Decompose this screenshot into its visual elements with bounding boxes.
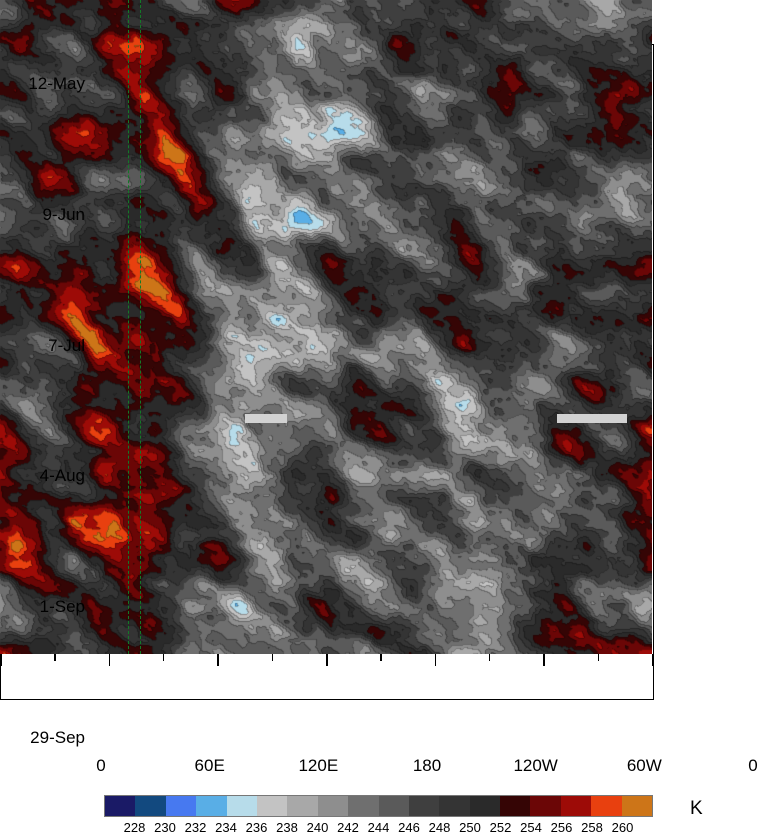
reference-longitude-line (127, 0, 129, 654)
x-axis-label-120W: 120W (513, 756, 558, 775)
colorbar-segment-1 (135, 796, 166, 816)
colorbar-unit-label: K (690, 798, 703, 819)
contour-field (0, 0, 652, 654)
y-axis-label-7-jul: 7-Jul (48, 335, 85, 355)
colorbar[interactable] (104, 795, 653, 817)
colorbar-segment-16 (591, 796, 622, 816)
colorbar-segment-15 (560, 796, 592, 816)
colorbar-tick-248: 248 (428, 820, 451, 835)
colorbar-tick-246: 246 (398, 820, 420, 835)
colorbar-segment-3 (196, 796, 227, 816)
colorbar-segment-12 (469, 796, 501, 816)
x-axis-label-180: 180 (412, 756, 442, 775)
colorbar-tick-260: 260 (611, 820, 634, 835)
colorbar-segment-5 (256, 796, 288, 816)
x-axis-label-0: 0 (748, 756, 758, 775)
x-axis-label-120E: 120E (298, 756, 339, 775)
colorbar-tick-228: 228 (123, 820, 146, 835)
hovmoller-plot (0, 0, 654, 700)
colorbar-tick-234: 234 (215, 820, 237, 835)
colorbar-segment-9 (378, 796, 409, 816)
colorbar-tick-254: 254 (520, 820, 542, 835)
x-tick-major (0, 654, 2, 666)
colorbar-segment-0 (105, 796, 136, 816)
x-axis-label-60E: 60E (194, 756, 225, 775)
colorbar-segment-14 (530, 796, 561, 816)
colorbar-tick-258: 258 (581, 820, 603, 835)
x-tick-minor (163, 654, 165, 661)
colorbar-tick-236: 236 (245, 820, 268, 835)
x-tick-minor (54, 654, 56, 661)
y-axis-label-12-may: 12-May (28, 74, 85, 93)
missing-data-bar (245, 413, 288, 423)
colorbar-segment-10 (408, 796, 440, 816)
colorbar-tick-256: 256 (550, 820, 573, 835)
x-axis-label-0: 0 (96, 756, 106, 775)
x-tick-minor (271, 654, 274, 661)
x-tick-major (108, 654, 111, 666)
x-tick-major (652, 654, 654, 666)
y-axis-label-29-sep: 29-Sep (30, 728, 85, 747)
colorbar-segment-13 (500, 796, 531, 816)
x-tick-major (434, 654, 437, 666)
colorbar-segment-6 (287, 796, 318, 816)
reference-longitude-line (139, 0, 141, 654)
x-tick-minor (597, 654, 600, 661)
x-axis-label-60W: 60W (626, 756, 662, 775)
x-tick-minor (380, 654, 382, 661)
colorbar-tick-250: 250 (459, 820, 481, 835)
missing-data-bar (556, 413, 627, 423)
y-axis-label-9-jun: 9-Jun (42, 204, 85, 224)
x-tick-major (217, 654, 219, 666)
colorbar-segment-4 (226, 796, 257, 816)
colorbar-segment-2 (165, 796, 197, 816)
y-axis-label-4-aug: 4-Aug (39, 466, 85, 486)
colorbar-tick-244: 244 (367, 820, 390, 835)
x-tick-major (326, 654, 328, 666)
colorbar-segment-8 (348, 796, 379, 816)
x-tick-minor (489, 654, 491, 661)
colorbar-segment-11 (439, 796, 470, 816)
colorbar-tick-232: 232 (184, 820, 207, 835)
colorbar-tick-230: 230 (154, 820, 176, 835)
x-tick-major (543, 654, 545, 666)
colorbar-segment-17 (621, 796, 653, 816)
y-axis-label-1-sep: 1-Sep (39, 597, 85, 617)
colorbar-tick-240: 240 (306, 820, 329, 835)
colorbar-tick-238: 238 (276, 820, 298, 835)
colorbar-segment-7 (317, 796, 349, 816)
colorbar-tick-242: 242 (337, 820, 359, 835)
colorbar-tick-252: 252 (489, 820, 512, 835)
